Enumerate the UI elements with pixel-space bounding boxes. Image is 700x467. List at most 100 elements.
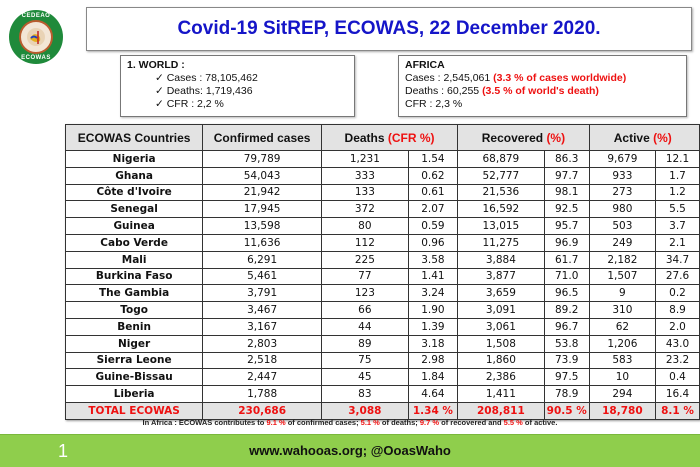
footer-bar: 1 www.wahooas.org; @OoasWaho [0, 434, 700, 467]
confirmed-cell: 6,291 [202, 250, 322, 269]
recovered-pct-cell: 78.9 [543, 385, 590, 403]
footnote-text: In Africa : ECOWAS contributes to [142, 418, 267, 427]
deaths-cell: 133 [320, 183, 409, 202]
cfr-cell: 3.24 [407, 284, 459, 303]
confirmed-cell: 11,636 [202, 233, 322, 252]
confirmed-cell: 2,447 [202, 368, 322, 387]
footnote-text: of confirmed cases; [285, 418, 361, 427]
recovered-cell: 2,386 [457, 368, 545, 387]
recovered-cell: 52,777 [457, 166, 545, 185]
footnote-confirmed-pct: 9.1 % [266, 418, 286, 427]
cfr-cell: 3.58 [407, 250, 459, 269]
deaths-cell: 333 [320, 166, 409, 185]
deaths-cell: 75 [320, 351, 409, 370]
total-active-pct-cell: 8.1 % [655, 401, 700, 420]
active-pct-cell: 34.7 [655, 250, 700, 269]
confirmed-cell: 2,803 [202, 334, 322, 353]
footnote-active-pct: 5.5 % [503, 418, 523, 427]
table-row: Guine-Bissau 2,447 45 1.84 2,386 97.5 10 0.4 [64, 368, 700, 387]
recovered-cell: 3,884 [457, 250, 545, 269]
cfr-cell: 1.54 [407, 150, 459, 168]
country-cell: Ghana [64, 166, 204, 185]
country-cell: Senegal [64, 200, 204, 219]
footnote-text: of deaths; [379, 418, 420, 427]
country-cell: Côte d'Ivoire [64, 183, 204, 202]
confirmed-cell: 13,598 [202, 217, 322, 235]
header-recovered: Recovered (%) [457, 124, 590, 151]
world-cfr: ✓ CFR : 2,2 % [155, 98, 224, 110]
deaths-cell: 89 [320, 334, 409, 353]
active-pct-cell: 0.2 [655, 284, 700, 303]
confirmed-cell: 3,467 [202, 301, 322, 319]
table-total-row: TOTAL ECOWAS 230,686 3,088 1.34 % 208,811 90.… [64, 401, 700, 420]
table-row: Niger 2,803 89 3.18 1,508 53.8 1,206 43.0 [64, 334, 700, 353]
active-cell: 2,182 [588, 250, 657, 269]
africa-cfr: CFR : 2,3 % [405, 98, 463, 110]
confirmed-cell: 3,167 [202, 317, 322, 336]
ecowas-contribution-footnote: In Africa : ECOWAS contributes to 9.1 % … [0, 418, 700, 427]
confirmed-cell: 17,945 [202, 200, 322, 219]
ecowas-logo: CEDEAO ECOWAS [9, 10, 63, 64]
recovered-pct-cell: 86.3 [543, 150, 590, 168]
recovered-pct-cell: 73.9 [543, 351, 590, 370]
total-cfr-cell: 1.34 % [407, 401, 459, 420]
header-active-pct: (%) [653, 130, 672, 145]
recovered-pct-cell: 98.1 [543, 183, 590, 202]
header-deaths-pct: (CFR %) [387, 130, 435, 145]
active-cell: 249 [588, 233, 657, 252]
recovered-pct-cell: 53.8 [543, 334, 590, 353]
recovered-pct-cell: 95.7 [543, 217, 590, 235]
active-cell: 583 [588, 351, 657, 370]
recovered-cell: 11,275 [457, 233, 545, 252]
active-pct-cell: 8.9 [655, 301, 700, 319]
deaths-cell: 112 [320, 233, 409, 252]
active-pct-cell: 1.7 [655, 166, 700, 185]
logo-top-text: CEDEAO [21, 13, 51, 19]
country-cell: Nigeria [64, 150, 204, 168]
total-confirmed-cell: 230,686 [202, 401, 322, 420]
recovered-pct-cell: 71.0 [543, 267, 590, 286]
world-deaths: ✓ Deaths: 1,719,436 [155, 85, 253, 97]
country-cell: Cabo Verde [64, 233, 204, 252]
deaths-cell: 83 [320, 385, 409, 403]
header-deaths: Deaths (CFR %) [320, 124, 459, 151]
cfr-cell: 1.84 [407, 368, 459, 387]
table-row: Sierra Leone 2,518 75 2.98 1,860 73.9 583 23.2 [64, 351, 700, 370]
country-cell: The Gambia [64, 284, 204, 303]
africa-cases-note: (3.3 % of cases worldwide) [493, 72, 627, 84]
page-title: Covid-19 SitREP, ECOWAS, 22 December 202… [177, 18, 601, 39]
world-summary-box: 1. WORLD : ✓ Cases : 78,105,462 ✓ Deaths… [120, 55, 355, 117]
africa-deaths: Deaths : 60,255 (3.5 % of world's death) [405, 85, 680, 98]
total-recovered-pct-cell: 90.5 % [543, 401, 590, 420]
active-cell: 1,206 [588, 334, 657, 353]
header-deaths-label: Deaths [344, 130, 388, 145]
country-cell: Burkina Faso [64, 267, 204, 286]
recovered-pct-cell: 61.7 [543, 250, 590, 269]
active-pct-cell: 2.1 [655, 233, 700, 252]
cfr-cell: 3.18 [407, 334, 459, 353]
deaths-cell: 1,231 [320, 150, 409, 168]
recovered-cell: 21,536 [457, 183, 545, 202]
header-recovered-pct: (%) [546, 130, 566, 145]
table-header-row: ECOWAS Countries Confirmed cases Deaths … [64, 124, 700, 151]
footnote-recovered-pct: 9.7 % [419, 418, 440, 427]
page-number: 1 [58, 441, 69, 461]
recovered-cell: 68,879 [457, 150, 545, 168]
deaths-cell: 80 [320, 217, 409, 235]
africa-cases-value: Cases : 2,545,061 [405, 72, 494, 84]
country-cell: Benin [64, 317, 204, 336]
footnote-text: of recovered and [439, 418, 504, 427]
cfr-cell: 0.59 [407, 217, 459, 235]
total-country-cell: TOTAL ECOWAS [64, 401, 204, 420]
cfr-cell: 4.64 [407, 385, 459, 403]
active-pct-cell: 2.0 [655, 317, 700, 336]
table-row: Côte d'Ivoire 21,942 133 0.61 21,536 98.1 273 1… [64, 183, 700, 202]
active-cell: 294 [588, 385, 657, 403]
recovered-pct-cell: 92.5 [543, 200, 590, 219]
deaths-cell: 372 [320, 200, 409, 219]
recovered-cell: 1,411 [457, 385, 545, 403]
table-row: Liberia 1,788 83 4.64 1,411 78.9 294 16.4 [64, 385, 700, 403]
website-handle-link[interactable]: www.wahooas.org; @OoasWaho [249, 443, 451, 458]
recovered-cell: 3,061 [457, 317, 545, 336]
recovered-pct-cell: 96.9 [543, 233, 590, 252]
